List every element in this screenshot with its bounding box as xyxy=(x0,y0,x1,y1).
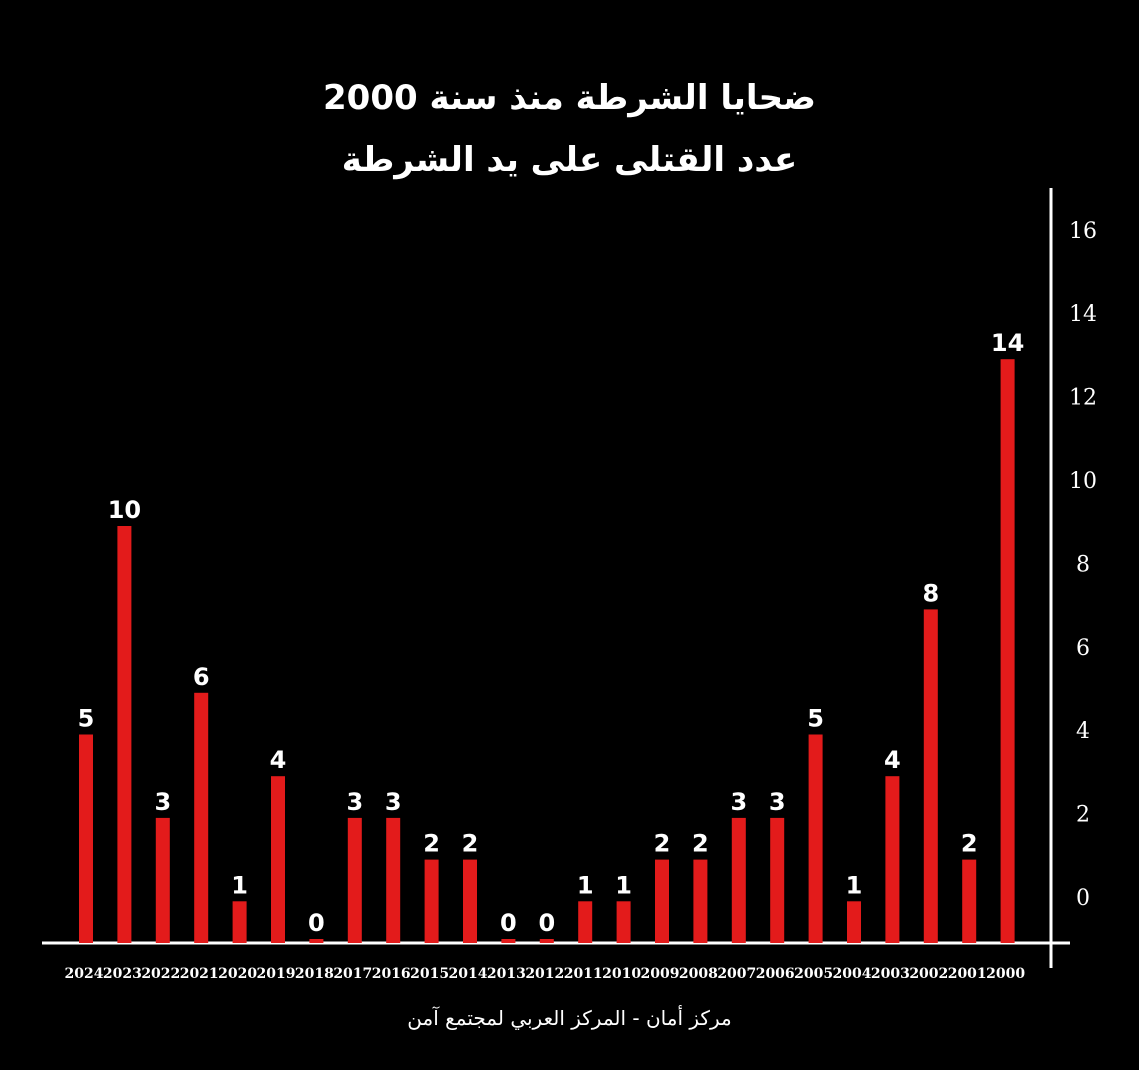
x-tick-label: 2012 xyxy=(525,966,564,982)
x-tick-label: 2024 xyxy=(65,966,104,982)
bar xyxy=(347,817,362,943)
bar xyxy=(808,734,823,943)
bar xyxy=(847,901,861,943)
bar xyxy=(885,776,900,943)
bar xyxy=(655,859,669,943)
bar-value-label: 1 xyxy=(577,871,594,899)
bar xyxy=(731,817,746,943)
bar xyxy=(616,901,631,943)
x-tick-label: 2017 xyxy=(333,966,372,982)
y-tick-label: 12 xyxy=(1069,386,1097,411)
bar xyxy=(424,859,439,943)
x-tick-label: 2002 xyxy=(909,966,948,982)
bar-value-label: 4 xyxy=(884,746,901,774)
bar-value-label: 2 xyxy=(423,830,440,858)
bar-value-label: 0 xyxy=(308,909,325,937)
bar-value-label: 8 xyxy=(922,579,939,607)
bar-value-label: 1 xyxy=(231,871,248,899)
y-tick-label: 10 xyxy=(1069,469,1097,494)
x-tick-label: 2009 xyxy=(641,966,680,982)
x-tick-label: 2022 xyxy=(141,966,180,982)
x-tick-label: 2023 xyxy=(103,966,142,982)
y-tick-label: 2 xyxy=(1076,803,1090,828)
bar-chart: 0246810121416520241020233202262021120204… xyxy=(42,188,1097,982)
bar-value-label: 10 xyxy=(108,496,141,524)
chart-title: ضحايا الشرطة منذ سنة 2000 xyxy=(323,78,816,118)
bar-value-label: 2 xyxy=(961,830,978,858)
bar-value-label: 0 xyxy=(500,909,517,937)
bar-value-label: 6 xyxy=(193,663,210,691)
y-tick-label: 4 xyxy=(1076,719,1090,744)
x-tick-label: 2021 xyxy=(180,966,219,982)
x-tick-label: 2003 xyxy=(871,966,910,982)
bar xyxy=(232,901,247,943)
bar xyxy=(271,776,285,943)
bar xyxy=(194,692,209,943)
x-tick-label: 2005 xyxy=(794,966,833,982)
x-tick-label: 2013 xyxy=(487,966,526,982)
x-tick-label: 2010 xyxy=(602,966,641,982)
y-tick-label: 14 xyxy=(1069,302,1097,327)
source-credit: مركز أمان - المركز العربي لمجتمع آمن xyxy=(407,1006,732,1030)
x-tick-label: 2020 xyxy=(218,966,257,982)
bar xyxy=(386,817,401,943)
bar-value-label: 4 xyxy=(270,746,287,774)
bar xyxy=(1000,359,1015,943)
y-tick-label: 6 xyxy=(1076,636,1090,661)
bar xyxy=(155,817,170,943)
bar xyxy=(770,817,785,943)
bar-value-label: 5 xyxy=(78,705,95,733)
x-tick-label: 2000 xyxy=(986,966,1025,982)
y-tick-label: 0 xyxy=(1076,886,1090,911)
bar-value-label: 3 xyxy=(154,788,171,816)
bar xyxy=(962,859,977,943)
y-tick-label: 8 xyxy=(1076,552,1090,577)
bar xyxy=(463,859,477,943)
bar xyxy=(501,939,516,943)
bar-value-label: 1 xyxy=(615,871,632,899)
x-tick-label: 2001 xyxy=(948,966,987,982)
x-tick-label: 2011 xyxy=(564,966,603,982)
bar-value-label: 2 xyxy=(654,830,671,858)
bar-value-label: 1 xyxy=(846,871,863,899)
x-tick-label: 2004 xyxy=(833,966,872,982)
bar xyxy=(539,939,554,943)
bar-value-label: 2 xyxy=(692,830,709,858)
bar-value-label: 3 xyxy=(346,788,363,816)
bar-value-label: 3 xyxy=(769,788,786,816)
bar xyxy=(923,609,938,943)
bar-value-label: 3 xyxy=(385,788,402,816)
bar-value-label: 5 xyxy=(807,705,824,733)
bar xyxy=(693,859,708,943)
bar xyxy=(79,734,93,943)
x-tick-label: 2007 xyxy=(717,966,756,982)
x-tick-label: 2008 xyxy=(679,966,718,982)
y-tick-label: 16 xyxy=(1069,219,1097,244)
bar-value-label: 0 xyxy=(538,909,555,937)
bar xyxy=(117,526,132,943)
x-tick-label: 2015 xyxy=(410,966,449,982)
x-tick-label: 2006 xyxy=(756,966,795,982)
x-tick-label: 2018 xyxy=(295,966,334,982)
chart-subtitle: عدد القتلى على يد الشرطة xyxy=(341,140,798,180)
bar xyxy=(309,939,324,943)
bar xyxy=(578,901,593,943)
bar-value-label: 3 xyxy=(730,788,747,816)
bar-value-label: 2 xyxy=(462,830,479,858)
x-tick-label: 2019 xyxy=(257,966,296,982)
x-tick-label: 2014 xyxy=(449,966,488,982)
bar-value-label: 14 xyxy=(991,329,1024,357)
x-tick-label: 2016 xyxy=(372,966,411,982)
